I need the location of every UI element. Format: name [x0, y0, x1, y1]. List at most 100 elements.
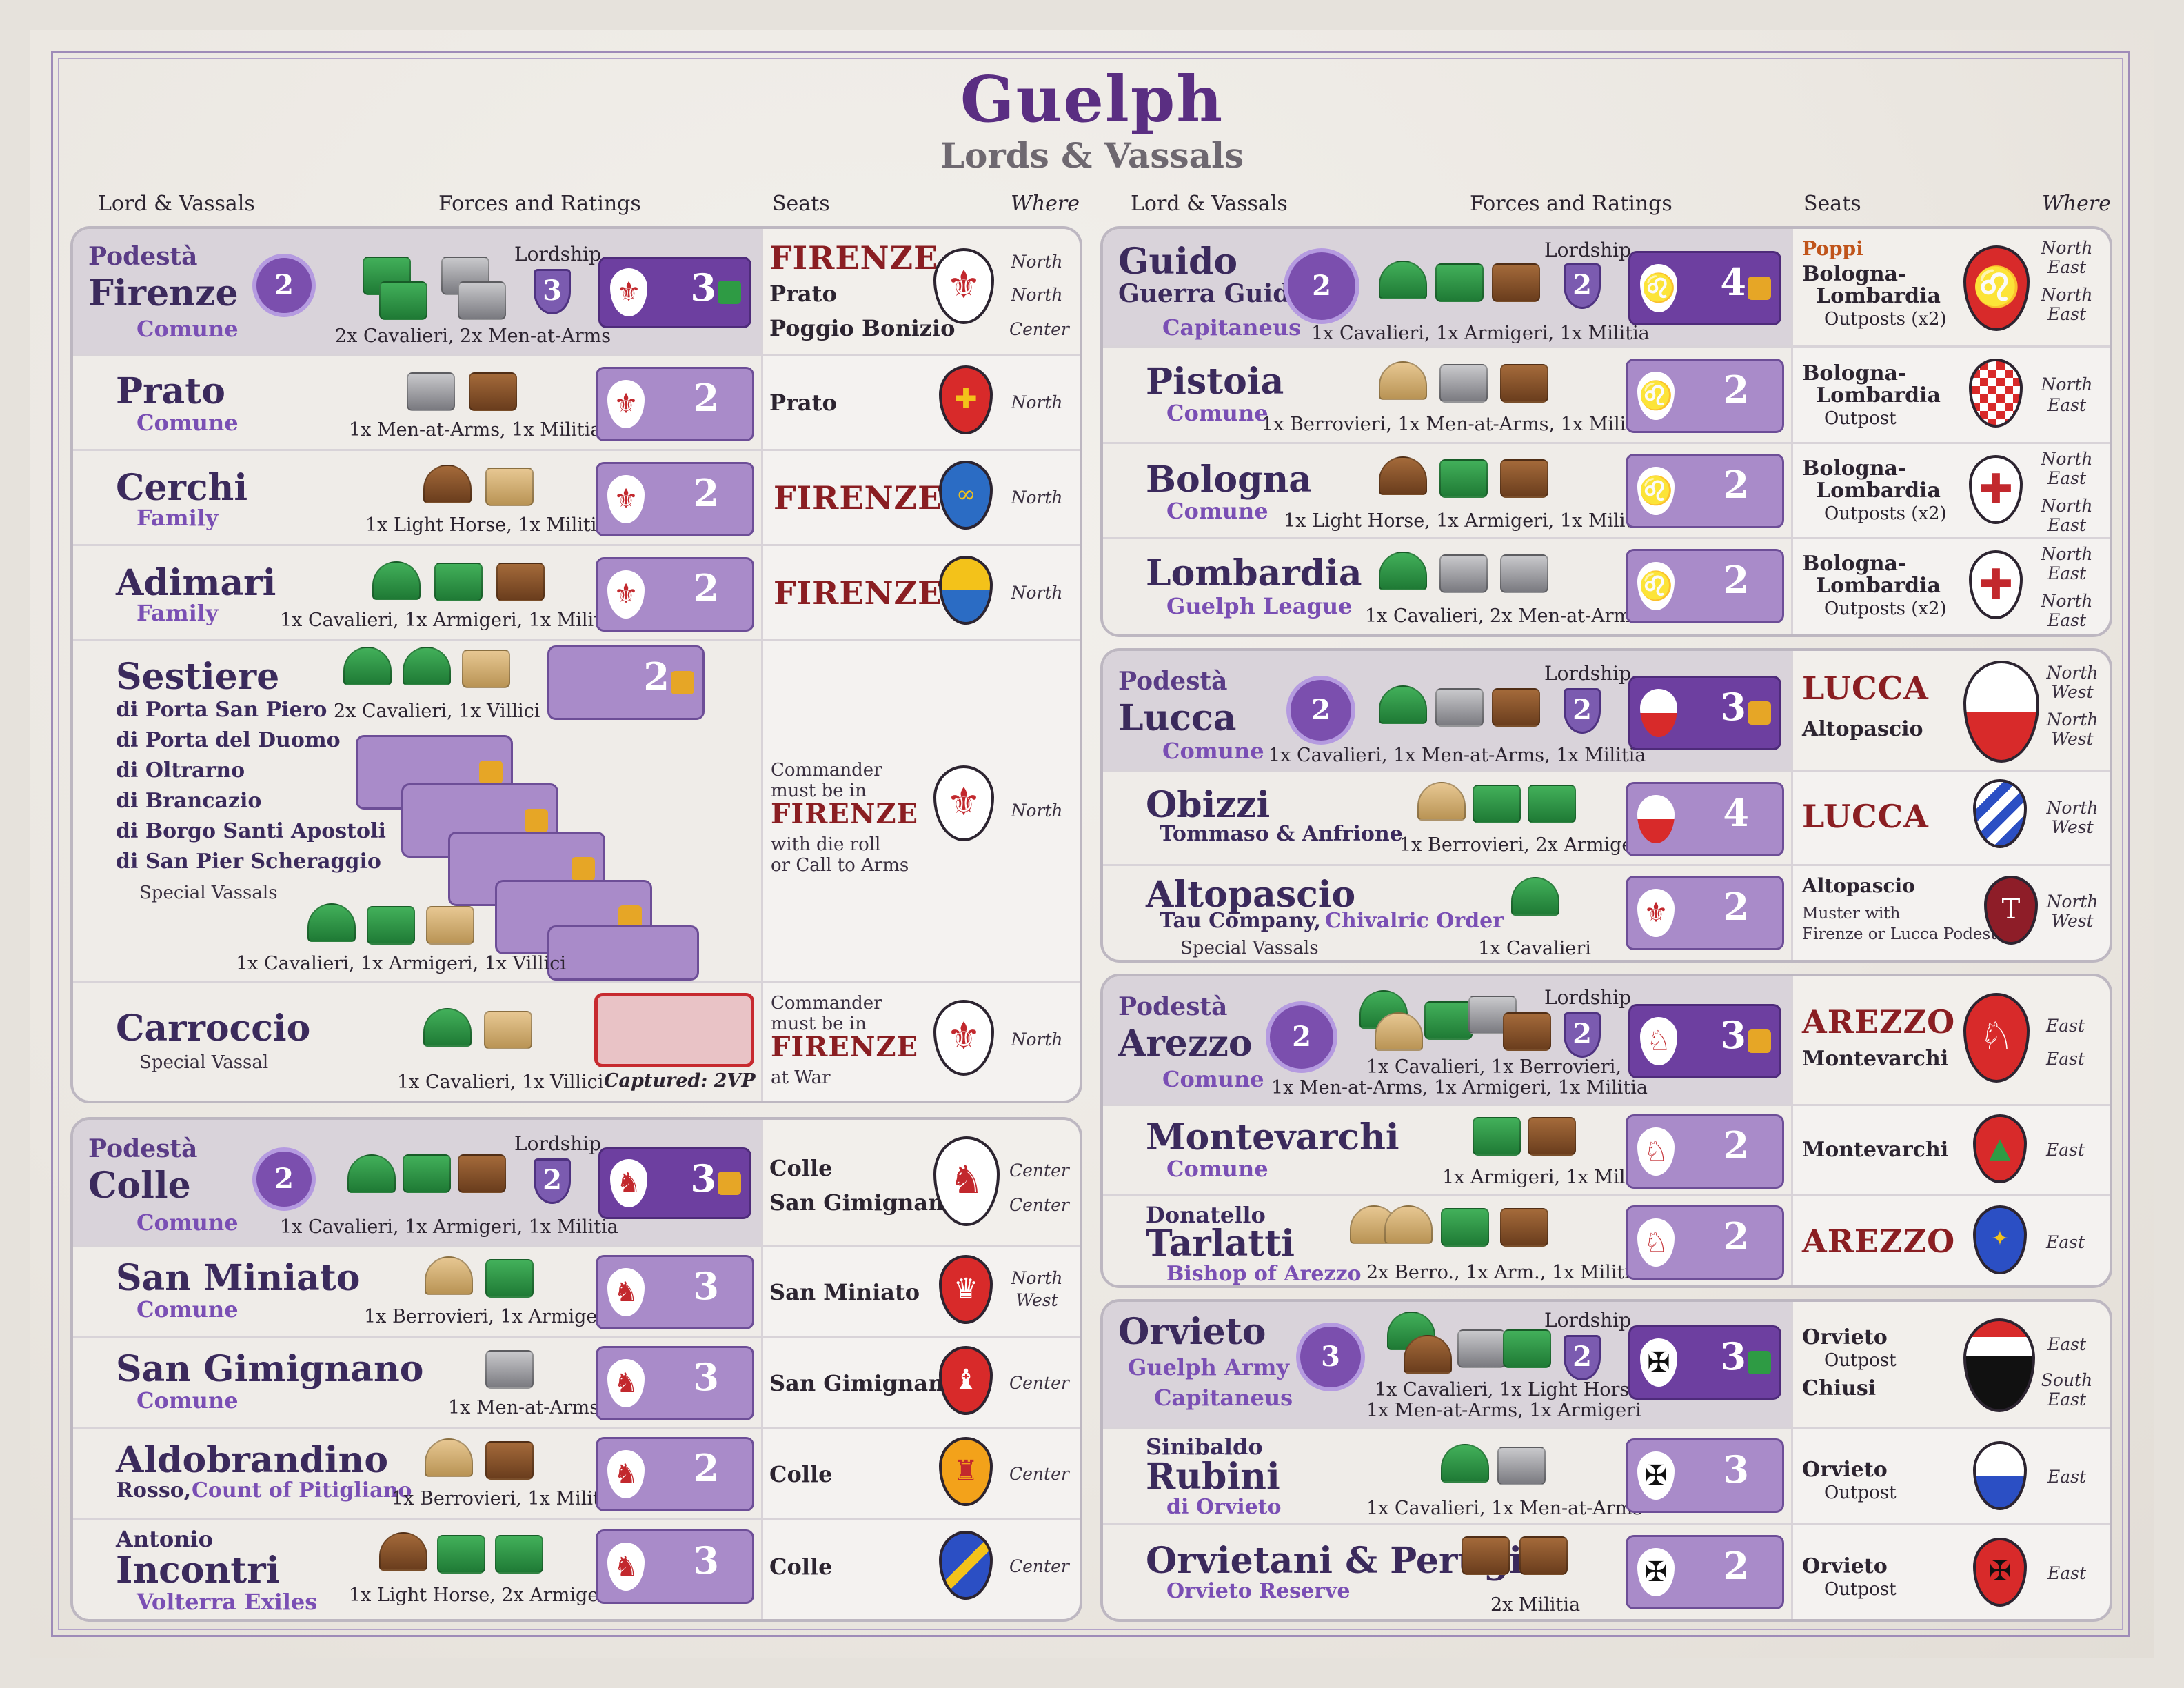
guidi-arms-icon: ♌ [1963, 245, 2030, 331]
vassal-card: ♞ 3 [596, 1255, 754, 1329]
header-forces: Forces and Ratings [438, 192, 641, 216]
panel-firenze: Podestà Firenze Comune 2 Lordship 3 2x C… [70, 226, 1082, 1103]
lordship-shield: 2 [534, 1158, 571, 1204]
row-altopascio: Altopascio Tau Company, Chivalric Order … [1103, 866, 2110, 960]
lord-name: Colle [88, 1165, 191, 1207]
forces-text: 1x Cavalieri, 1x Men-at-Arms, 1x Militia [1268, 745, 1646, 766]
seat-name: Poggio Bonizio [769, 315, 956, 341]
horse-icon: ♘ [1637, 1218, 1675, 1267]
card-rating: 2 [1723, 1214, 1749, 1258]
where-text: North [2046, 663, 2099, 683]
row-tarlatti: Donatello Tarlatti Bishop of Arezzo 2x B… [1103, 1196, 2110, 1285]
seat-name: Prato [769, 390, 837, 416]
card-rating: 2 [1723, 368, 1749, 412]
lord-subtitle: Capitaneus [1154, 1385, 1293, 1411]
forces-text: 1x Cavalieri, 1x Armigeri, 1x Militia [280, 1216, 618, 1238]
row-incontri: Antonio Incontri Volterra Exiles 1x Ligh… [73, 1520, 1080, 1619]
rubini-arms-icon [1973, 1441, 2027, 1510]
seat-name: Montevarchi [1802, 1138, 1949, 1162]
colle-arms-icon: ♞ [933, 1136, 1000, 1226]
die-icon [671, 671, 694, 694]
seat-note: Commander [771, 993, 882, 1014]
lord-subtitle: Comune [1162, 738, 1264, 764]
lord-subtitle: Comune [1162, 1066, 1264, 1092]
cavalieri-token [1441, 1444, 1489, 1483]
eagle-icon: ✠ [1637, 1451, 1675, 1500]
militia-token [496, 563, 545, 601]
vassal-card: ♌ 2 [1626, 359, 1784, 433]
lord-subtitle: Comune [136, 316, 239, 342]
horse-icon: ♘ [1637, 1127, 1675, 1176]
seat-name: Bologna- [1802, 361, 1907, 385]
lucca-shield-icon [1637, 795, 1675, 843]
forces-text: 1x Berrovieri, 1x Men-at-Arms, 1x Militi… [1262, 414, 1650, 435]
seat-name: Outposts (x2) [1824, 503, 1947, 524]
where-text: North [2041, 449, 2093, 469]
die-icon [1748, 1029, 1771, 1053]
vassal-name: San Miniato [116, 1257, 361, 1299]
vassal-card: ♞ 3 [596, 1529, 754, 1604]
seat-name: Altopascio [1802, 717, 1923, 741]
seat-name: Outpost [1824, 1350, 1897, 1371]
militia-token [1500, 1208, 1548, 1247]
forces-text: 1x Cavalieri [1478, 938, 1591, 959]
service-badge: 2 [1284, 248, 1359, 324]
lord-subtitle: Capitaneus [1162, 314, 1302, 341]
header-lord: Lord & Vassals [98, 192, 255, 216]
where-text: North [1011, 801, 1063, 821]
panel-lucca: Podestà Lucca Comune 2 Lordship 2 1x Cav… [1100, 648, 2112, 963]
forces-text: 1x Cavalieri, 1x Berrovieri, [1366, 1056, 1621, 1078]
seat-name: Orvieto [1802, 1325, 1888, 1349]
row-colle: Podestà Colle Comune 2 Lordship 2 1x Cav… [73, 1120, 1080, 1247]
header-seats: Seats [772, 192, 830, 216]
seat-name: San Gimignano [769, 1370, 959, 1396]
podesta-label: Podestà [88, 242, 198, 271]
card-rating: 2 [693, 1446, 719, 1490]
vassal-subtitle: Guelph League [1166, 593, 1353, 619]
cavalieri-token [347, 1154, 396, 1193]
lucca-arms-icon [1963, 661, 2039, 763]
lord-name: Arezzo [1118, 1023, 1253, 1065]
seat-note: Firenze or Lucca Podestà [1802, 925, 2007, 943]
berrovieri-token [1417, 782, 1466, 821]
militia-token [1500, 364, 1548, 403]
vassal-subtitle: Tau Company, [1160, 909, 1322, 933]
vassal-card: ⚜ 2 [1626, 876, 1784, 950]
forces-text: 1x Men-at-Arms [448, 1397, 600, 1418]
light-horse-token [423, 465, 472, 503]
die-icon [1748, 701, 1771, 725]
lordship-shield: 2 [1564, 688, 1601, 734]
militia-token [1492, 263, 1540, 302]
vassal-subtitle: Comune [136, 410, 239, 436]
armigeri-token [1528, 785, 1576, 823]
seat-note: Muster with [1802, 905, 1901, 923]
light-horse-token [379, 1532, 427, 1571]
vassal-card: ✠ 2 [1626, 1535, 1784, 1609]
forces-text: 1x Berrovieri, 1x Militia [392, 1488, 618, 1509]
forces-text: 1x Armigeri, 1x Militia [1442, 1167, 1656, 1188]
fleur-de-lis-icon: ⚜ [607, 380, 645, 428]
seat-note: Commander [771, 760, 882, 781]
sestiere-card [547, 925, 699, 981]
vassal-subtitle: Family [136, 600, 219, 626]
seat-name: FIRENZE [769, 239, 939, 277]
militia-token [485, 468, 534, 506]
lordship-label: Lordship [514, 243, 602, 265]
where-text: East [2047, 395, 2087, 415]
seat-name: Orvieto [1802, 1458, 1888, 1482]
san-miniato-arms-icon: ♛ [939, 1255, 993, 1324]
berrovieri-token [425, 1256, 473, 1295]
row-rubini: Sinibaldo Rubini di Orvieto 1x Cavalieri… [1103, 1429, 2110, 1525]
tarlatti-arms-icon: ✦ [1973, 1205, 2027, 1274]
lord-name: Guido [1118, 241, 1238, 283]
seat-name: FIRENZE [771, 798, 919, 830]
card-rating: 2 [693, 376, 719, 420]
header-where-right: Where [2042, 192, 2112, 216]
row-orvietani: Orvietani & Perugini Orvieto Reserve 2x … [1103, 1525, 2110, 1619]
row-bologna: Bologna Comune 1x Light Horse, 1x Armige… [1103, 444, 2110, 539]
seat-name: Colle [769, 1155, 833, 1181]
cavalieri-token [423, 1008, 472, 1047]
vassal-card: ⚜ 2 [596, 462, 754, 536]
vassal-name: Lombardia [1146, 552, 1362, 594]
tau-arms-icon: T [1984, 876, 2038, 945]
